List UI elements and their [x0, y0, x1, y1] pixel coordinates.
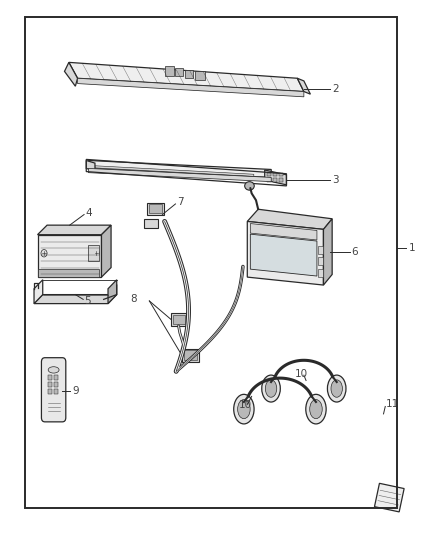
- Text: 6: 6: [351, 247, 357, 257]
- Text: 2: 2: [332, 84, 339, 94]
- Polygon shape: [297, 78, 311, 94]
- Bar: [267, 173, 271, 176]
- Bar: [147, 203, 164, 215]
- Text: 1: 1: [408, 243, 415, 253]
- Polygon shape: [78, 78, 304, 97]
- Text: 7: 7: [177, 197, 184, 207]
- Bar: [54, 375, 58, 380]
- FancyBboxPatch shape: [42, 358, 66, 422]
- Bar: [273, 173, 277, 176]
- Bar: [184, 350, 197, 360]
- Bar: [165, 66, 174, 76]
- Polygon shape: [95, 168, 254, 179]
- Polygon shape: [88, 168, 271, 182]
- Circle shape: [93, 249, 99, 257]
- Polygon shape: [86, 160, 95, 171]
- Polygon shape: [247, 221, 323, 285]
- Polygon shape: [102, 225, 111, 277]
- Text: 10: 10: [295, 369, 308, 378]
- Text: 4: 4: [85, 208, 92, 218]
- Bar: [279, 173, 283, 176]
- Bar: [195, 71, 205, 80]
- Ellipse shape: [265, 380, 277, 397]
- Bar: [318, 257, 322, 265]
- Ellipse shape: [328, 375, 346, 402]
- Text: 5: 5: [84, 296, 91, 306]
- Bar: [48, 389, 52, 394]
- Text: 8: 8: [130, 294, 136, 304]
- Polygon shape: [64, 62, 78, 86]
- Bar: [39, 269, 99, 277]
- Polygon shape: [69, 62, 304, 92]
- Ellipse shape: [306, 394, 326, 424]
- FancyBboxPatch shape: [374, 483, 404, 512]
- Polygon shape: [34, 280, 43, 304]
- Bar: [144, 219, 158, 228]
- Ellipse shape: [310, 400, 322, 419]
- Text: 9: 9: [72, 386, 78, 396]
- Bar: [173, 315, 185, 324]
- Bar: [279, 178, 283, 182]
- Bar: [48, 375, 52, 380]
- Bar: [318, 246, 322, 254]
- Text: 11: 11: [386, 399, 399, 409]
- Circle shape: [41, 249, 47, 257]
- Polygon shape: [265, 170, 286, 185]
- Ellipse shape: [234, 394, 254, 424]
- Bar: [54, 389, 58, 394]
- Bar: [318, 269, 322, 277]
- Bar: [54, 382, 58, 387]
- Polygon shape: [108, 280, 117, 304]
- Polygon shape: [34, 295, 117, 304]
- Bar: [176, 68, 184, 76]
- Ellipse shape: [48, 367, 59, 373]
- Polygon shape: [251, 234, 317, 276]
- Ellipse shape: [245, 182, 254, 190]
- Polygon shape: [323, 219, 332, 285]
- Ellipse shape: [262, 375, 280, 402]
- Bar: [149, 205, 162, 213]
- Polygon shape: [38, 235, 102, 277]
- Polygon shape: [95, 166, 254, 176]
- Polygon shape: [88, 160, 271, 177]
- Polygon shape: [247, 209, 332, 229]
- Text: 10: 10: [239, 400, 252, 410]
- Bar: [273, 178, 277, 182]
- Ellipse shape: [238, 400, 250, 419]
- Bar: [48, 382, 52, 387]
- Text: 3: 3: [332, 175, 339, 185]
- Polygon shape: [38, 225, 111, 235]
- Bar: [171, 313, 186, 326]
- Bar: [182, 349, 198, 362]
- Polygon shape: [251, 223, 317, 240]
- Bar: [185, 70, 193, 78]
- Bar: [88, 245, 99, 261]
- Bar: [267, 178, 271, 182]
- Bar: [25, 17, 397, 508]
- Ellipse shape: [331, 380, 343, 397]
